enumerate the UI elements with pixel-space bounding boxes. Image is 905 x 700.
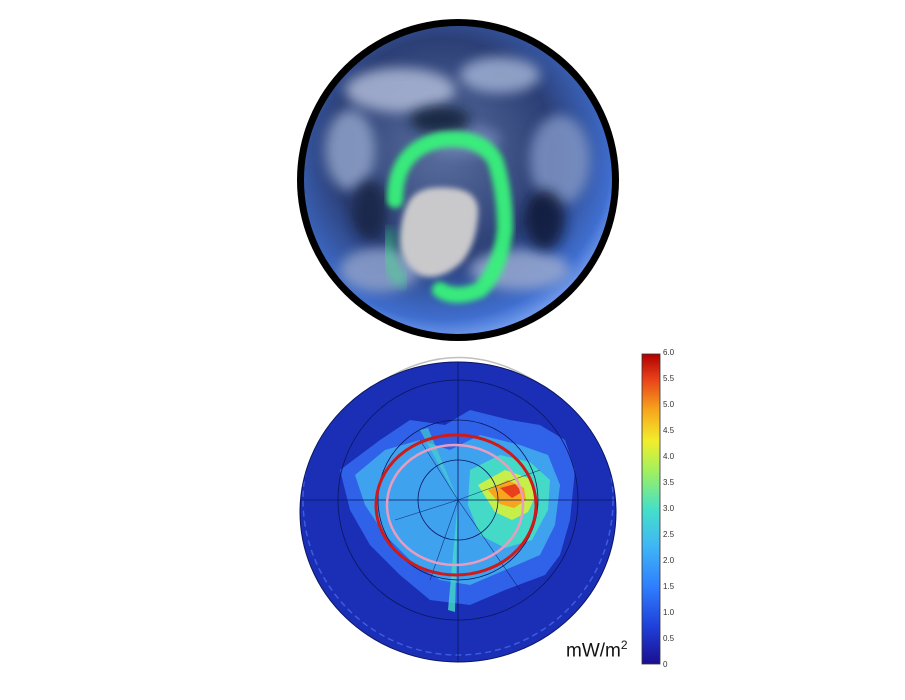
unit-exponent: 2 — [620, 638, 628, 652]
colorbar-tick: 4.5 — [663, 426, 675, 435]
colorbar-tick: 3.5 — [663, 478, 675, 487]
colorbar-tick: 0.5 — [663, 634, 675, 643]
colorbar-tick: 4.0 — [663, 452, 675, 461]
colorbar-tick: 5.0 — [663, 400, 675, 409]
colorbar-tick: 0 — [663, 660, 668, 669]
colorbar-ticks: 6.0 5.5 5.0 4.5 4.0 3.5 3.0 2.5 2.0 1.5 … — [663, 348, 693, 672]
colorbar-tick: 1.5 — [663, 582, 675, 591]
globe-image — [297, 19, 619, 341]
colorbar-tick: 3.0 — [663, 504, 675, 513]
colorbar-tick: 2.5 — [663, 530, 675, 539]
colorbar-tick: 2.0 — [663, 556, 675, 565]
colorbar-unit-label: mW/m2 — [566, 638, 628, 662]
colorbar-tick: 5.5 — [663, 374, 675, 383]
unit-base: mW/m — [566, 640, 621, 662]
aurora-polar-map — [299, 356, 617, 663]
colorbar — [641, 353, 661, 665]
colorbar-tick: 1.0 — [663, 608, 675, 617]
colorbar-tick: 6.0 — [663, 348, 675, 357]
